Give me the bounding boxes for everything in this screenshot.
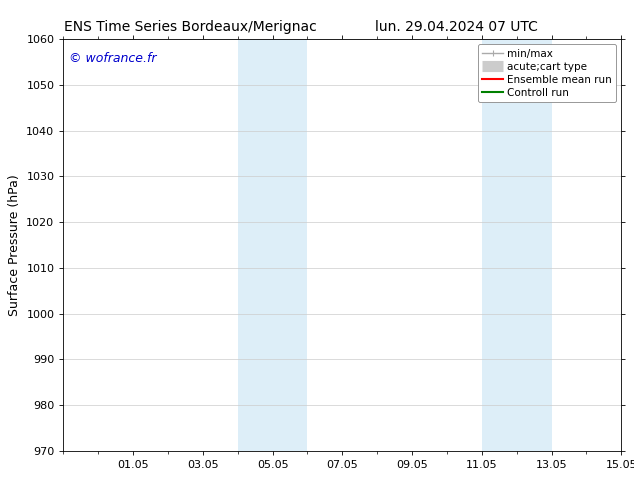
- Text: © wofrance.fr: © wofrance.fr: [69, 51, 157, 65]
- Text: lun. 29.04.2024 07 UTC: lun. 29.04.2024 07 UTC: [375, 20, 538, 34]
- Y-axis label: Surface Pressure (hPa): Surface Pressure (hPa): [8, 174, 21, 316]
- Text: ENS Time Series Bordeaux/Merignac: ENS Time Series Bordeaux/Merignac: [64, 20, 316, 34]
- Bar: [482, 39, 552, 451]
- Legend: min/max, acute;cart type, Ensemble mean run, Controll run: min/max, acute;cart type, Ensemble mean …: [478, 45, 616, 102]
- Bar: [238, 39, 307, 451]
